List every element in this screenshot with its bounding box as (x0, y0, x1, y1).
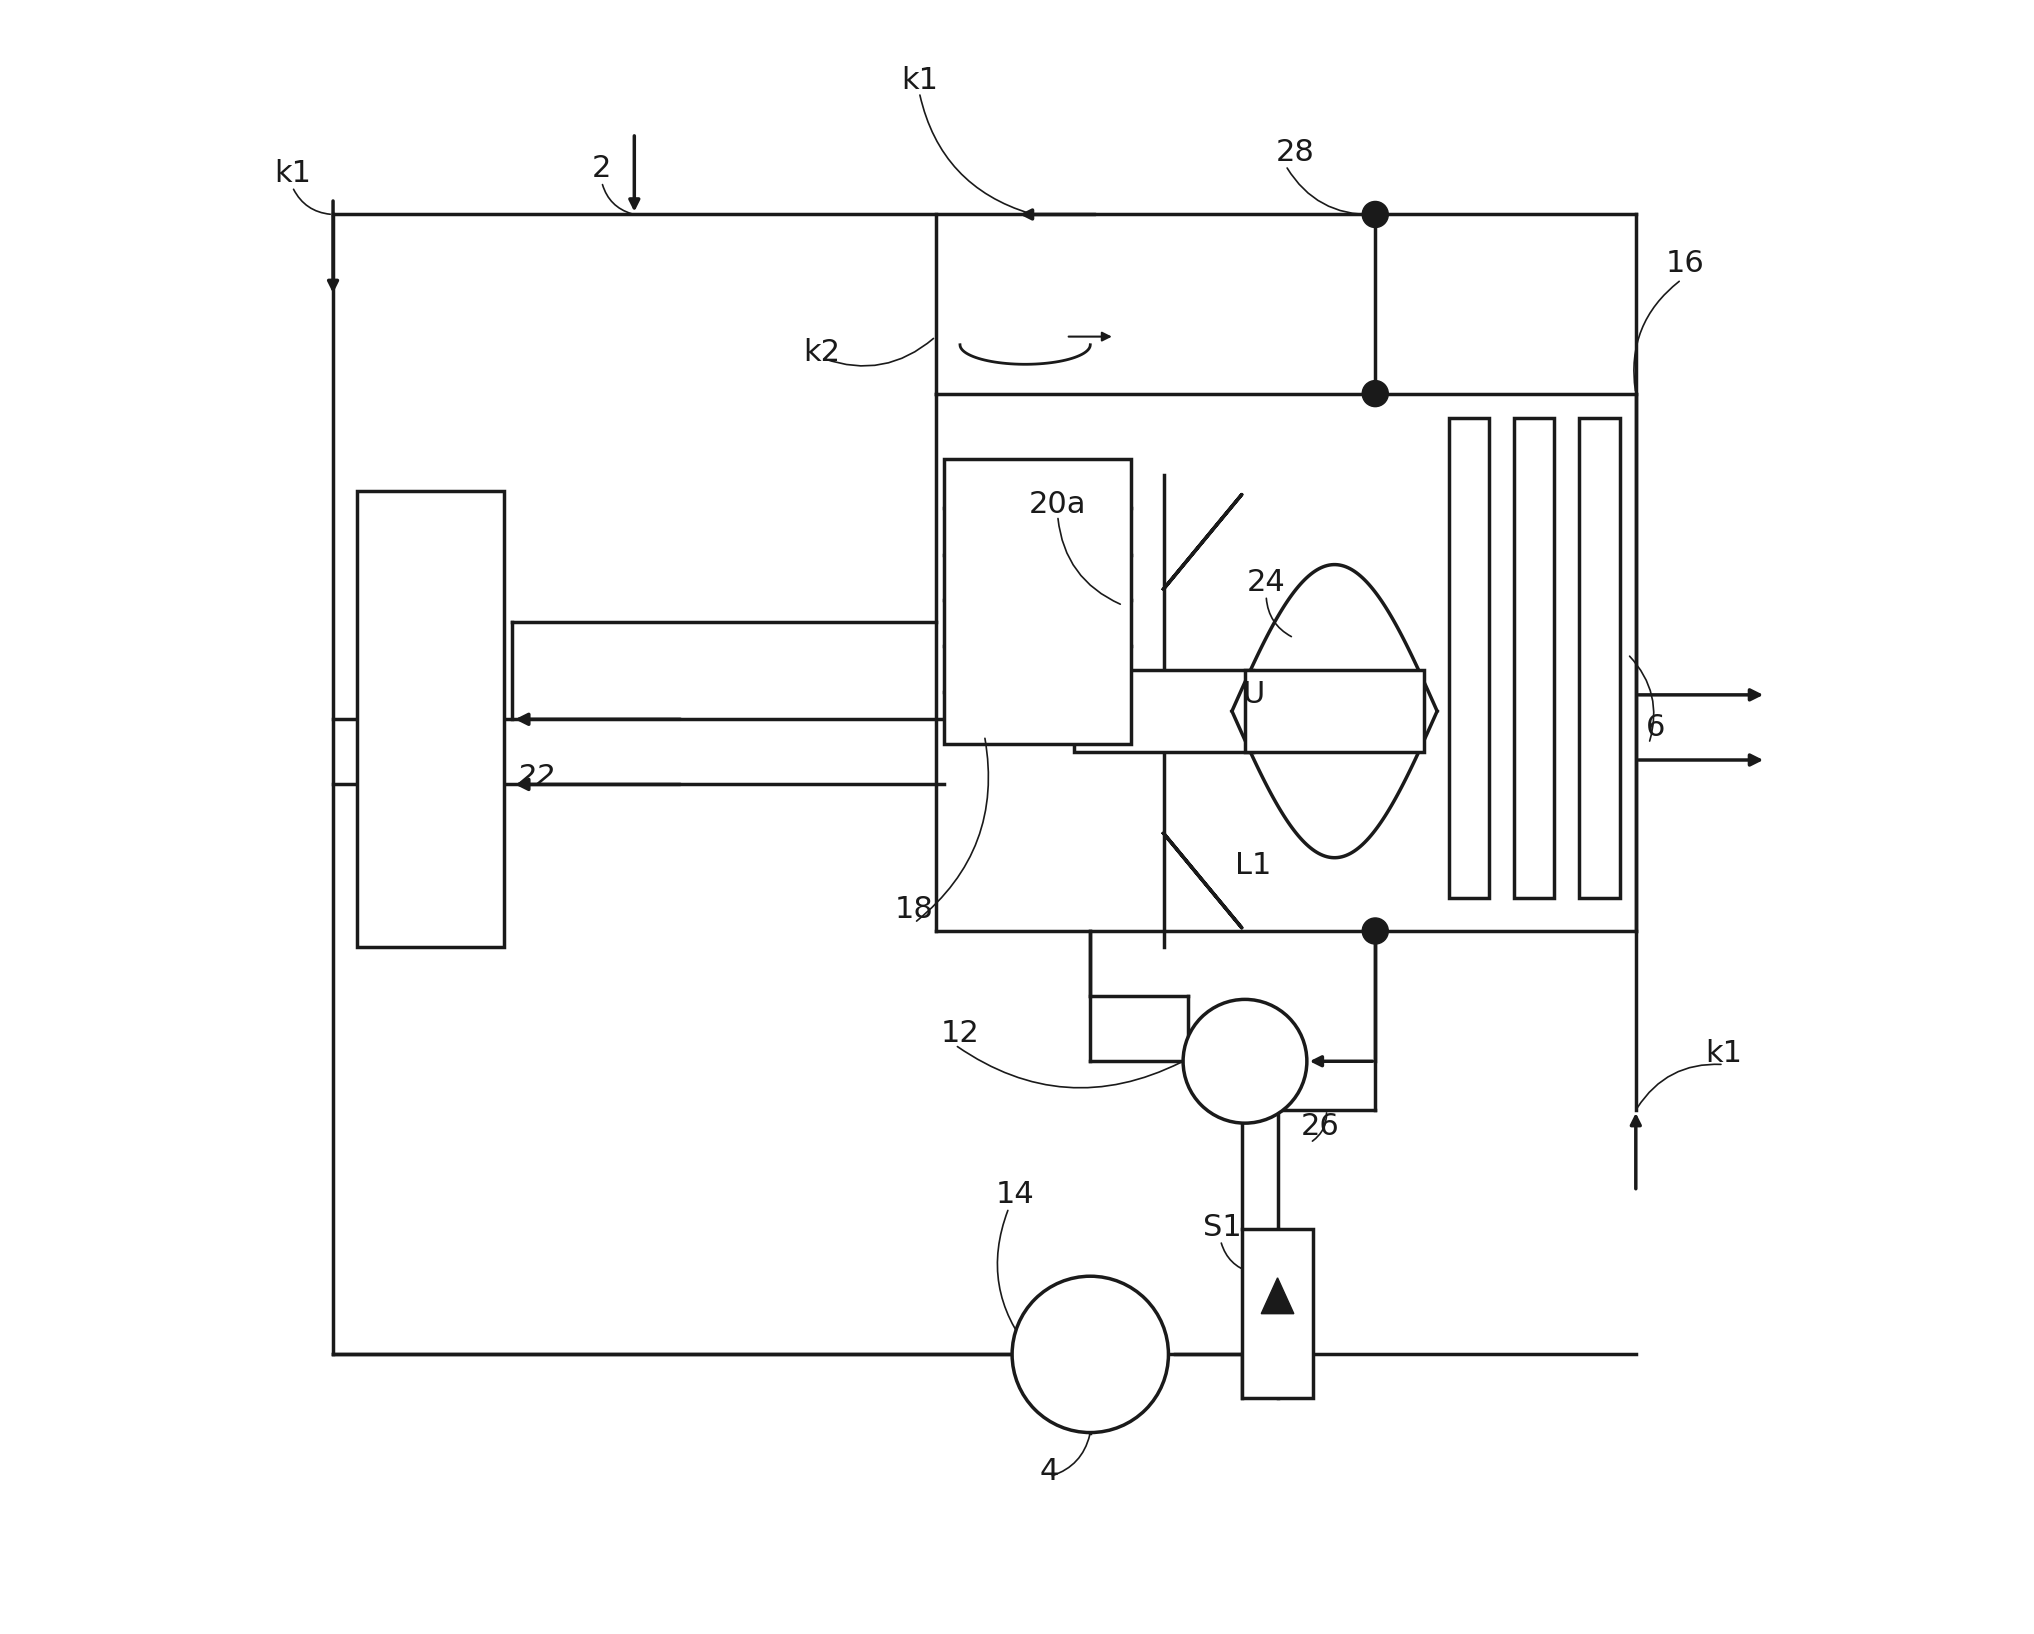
Circle shape (1363, 381, 1389, 407)
Text: 4: 4 (1039, 1458, 1060, 1487)
FancyBboxPatch shape (1578, 418, 1619, 899)
Text: U: U (1243, 680, 1265, 709)
Text: 18: 18 (895, 895, 934, 925)
Circle shape (1013, 1276, 1168, 1433)
Text: 12: 12 (940, 1020, 980, 1047)
Text: k2: k2 (803, 338, 840, 368)
Text: 24: 24 (1247, 569, 1285, 596)
Text: k1: k1 (901, 67, 938, 95)
FancyBboxPatch shape (1513, 418, 1554, 899)
Circle shape (1184, 1000, 1308, 1123)
FancyBboxPatch shape (1241, 1229, 1314, 1399)
Text: 28: 28 (1275, 139, 1314, 167)
Text: 22: 22 (517, 763, 555, 792)
Text: 20a: 20a (1029, 490, 1086, 520)
Text: 2: 2 (592, 154, 612, 183)
Text: 14: 14 (997, 1180, 1035, 1209)
Polygon shape (1261, 1278, 1294, 1314)
FancyBboxPatch shape (358, 492, 504, 948)
Text: 26: 26 (1300, 1111, 1338, 1141)
FancyBboxPatch shape (1074, 670, 1253, 752)
Circle shape (1363, 201, 1389, 227)
FancyBboxPatch shape (1448, 418, 1489, 899)
Text: 6: 6 (1646, 712, 1666, 742)
FancyBboxPatch shape (1245, 670, 1424, 752)
Circle shape (1363, 918, 1389, 944)
Text: S1: S1 (1202, 1212, 1241, 1242)
Text: k1: k1 (1704, 1039, 1743, 1067)
Text: L1: L1 (1235, 851, 1271, 881)
FancyBboxPatch shape (944, 459, 1131, 743)
Text: 16: 16 (1666, 248, 1704, 278)
Text: k1: k1 (275, 158, 311, 188)
